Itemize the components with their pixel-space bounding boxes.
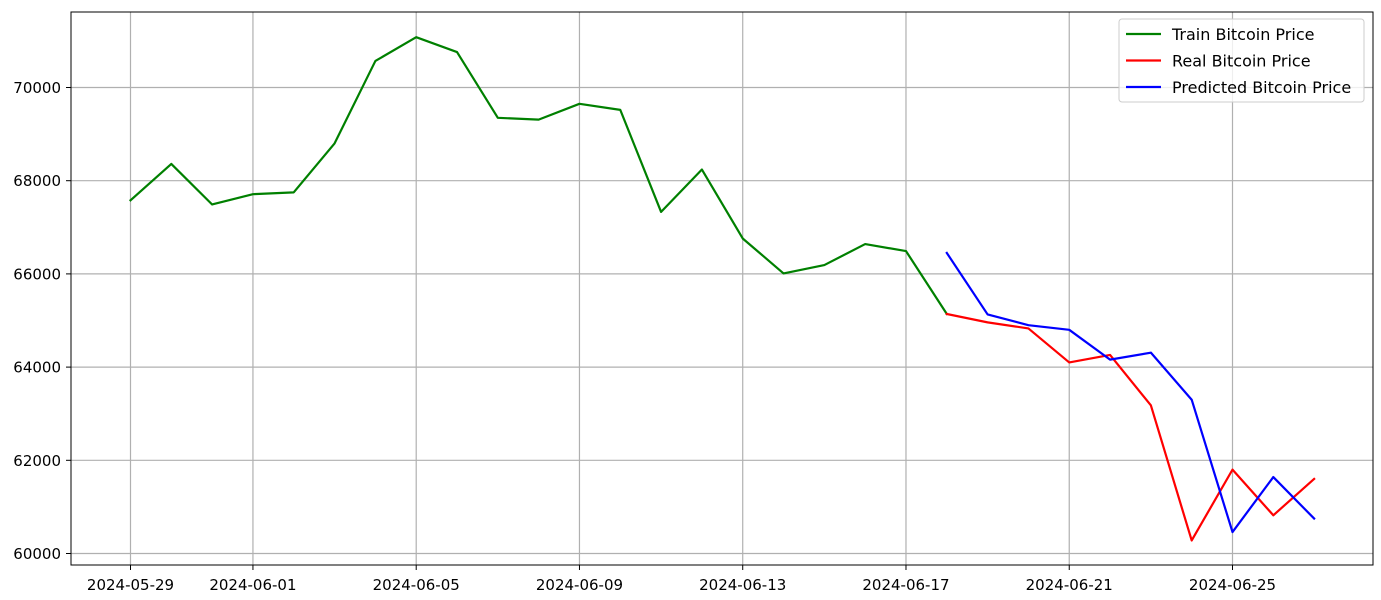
x-tick-label: 2024-06-21 — [1026, 576, 1113, 594]
y-tick-label: 64000 — [13, 359, 61, 377]
series-line-predicted-bitcoin-price — [947, 253, 1314, 532]
x-tick-label: 2024-06-01 — [209, 576, 296, 594]
x-tick-label: 2024-06-17 — [862, 576, 949, 594]
series-lines — [130, 37, 1314, 540]
y-tick-label: 68000 — [13, 172, 61, 190]
y-tick-label: 60000 — [13, 545, 61, 563]
y-tick-label: 66000 — [13, 265, 61, 283]
x-tick-label: 2024-06-25 — [1189, 576, 1276, 594]
x-tick-label: 2024-05-29 — [87, 576, 174, 594]
x-tick-label: 2024-06-05 — [373, 576, 460, 594]
y-tick-label: 70000 — [13, 79, 61, 97]
legend-label: Train Bitcoin Price — [1171, 25, 1314, 44]
series-line-real-bitcoin-price — [947, 314, 1314, 540]
x-tick-label: 2024-06-13 — [699, 576, 786, 594]
y-tick-label: 62000 — [13, 452, 61, 470]
legend-label: Real Bitcoin Price — [1172, 52, 1311, 71]
legend-label: Predicted Bitcoin Price — [1172, 78, 1351, 97]
x-tick-label: 2024-06-09 — [536, 576, 623, 594]
legend: Train Bitcoin Price Real Bitcoin Price Pre… — [1119, 19, 1364, 102]
